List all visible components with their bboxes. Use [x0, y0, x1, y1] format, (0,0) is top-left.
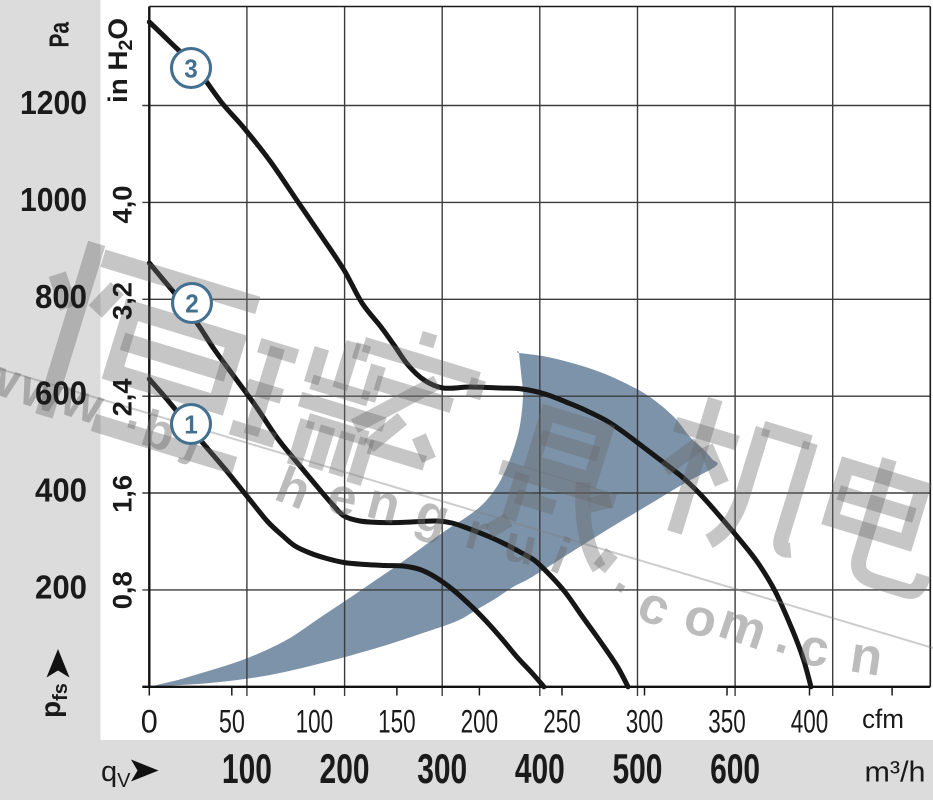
svg-text:1200: 1200 [20, 84, 87, 121]
svg-text:150: 150 [378, 704, 416, 740]
svg-text:1: 1 [184, 410, 198, 440]
svg-text:in H2O: in H2O [103, 18, 137, 103]
svg-text:3: 3 [184, 54, 198, 84]
svg-text:100: 100 [296, 704, 334, 740]
svg-text:300: 300 [626, 704, 664, 740]
svg-text:2: 2 [185, 289, 199, 319]
svg-text:1,6: 1,6 [108, 475, 138, 513]
svg-text:200: 200 [461, 704, 499, 740]
svg-text:Pa: Pa [44, 22, 75, 48]
svg-text:250: 250 [543, 704, 581, 740]
svg-text:350: 350 [708, 704, 746, 740]
svg-text:1000: 1000 [20, 181, 87, 218]
svg-text:500: 500 [612, 745, 662, 792]
svg-text:600: 600 [710, 745, 760, 792]
svg-text:100: 100 [222, 745, 272, 792]
svg-text:800: 800 [35, 278, 87, 315]
svg-text:3,2: 3,2 [108, 282, 138, 320]
svg-text:4,0: 4,0 [108, 186, 138, 224]
svg-text:600: 600 [35, 375, 87, 412]
svg-text:300: 300 [417, 745, 467, 792]
svg-text:2,4: 2,4 [108, 378, 138, 416]
svg-text:400: 400 [35, 472, 87, 509]
svg-text:200: 200 [35, 568, 87, 605]
svg-text:cfm: cfm [862, 704, 904, 734]
svg-text:0: 0 [141, 704, 158, 740]
svg-text:50: 50 [219, 704, 245, 740]
svg-text:400: 400 [515, 745, 565, 792]
svg-text:400: 400 [791, 704, 829, 740]
svg-text:m³/h: m³/h [865, 757, 926, 789]
svg-text:0,8: 0,8 [108, 571, 138, 609]
svg-text:200: 200 [320, 745, 370, 792]
